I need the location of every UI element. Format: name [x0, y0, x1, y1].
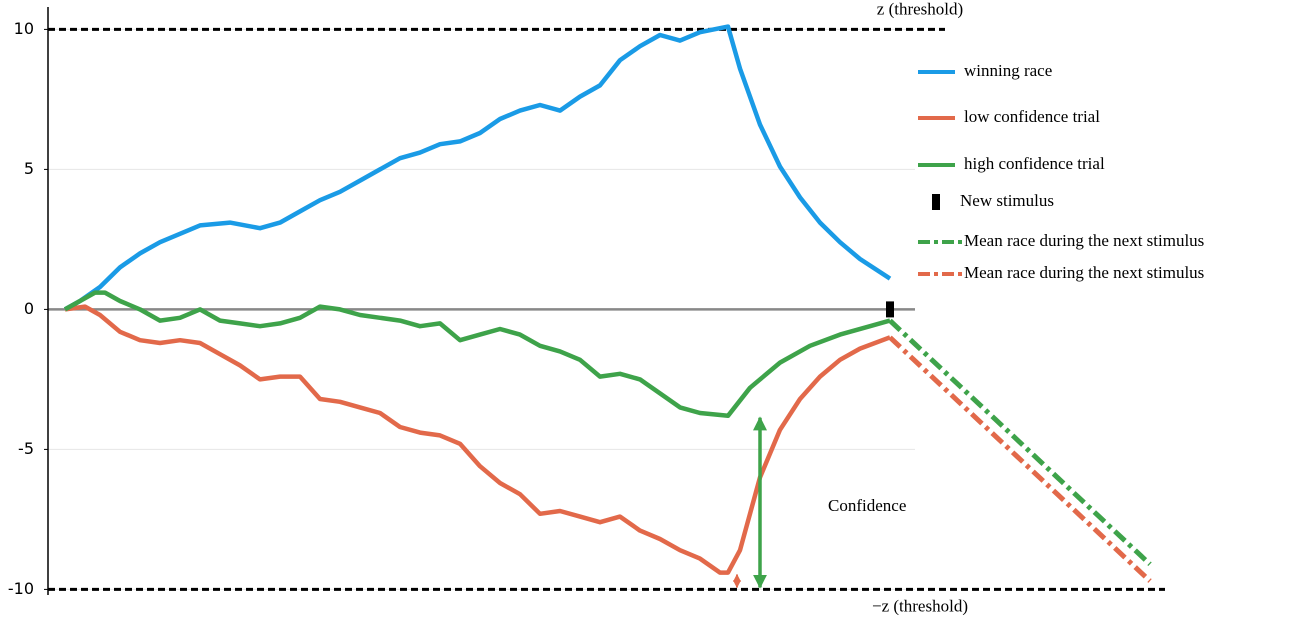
legend-label: New stimulus — [960, 191, 1054, 210]
series-line — [63, 24, 892, 312]
stimulus-marker — [886, 301, 894, 318]
series-line — [63, 290, 891, 419]
y-tick-label: 0 — [24, 299, 34, 318]
series-line — [64, 304, 891, 575]
annotation: Confidence — [828, 496, 906, 515]
legend-label: Mean race during the next stimulus — [964, 231, 1204, 250]
y-tick-label: 5 — [24, 159, 34, 178]
series-line — [888, 335, 1152, 583]
y-tick-label: -5 — [18, 439, 34, 458]
threshold-label: −z (threshold) — [872, 596, 968, 615]
threshold-label: z (threshold) — [877, 0, 963, 18]
series-line — [888, 318, 1152, 567]
legend-label: low confidence trial — [964, 107, 1100, 126]
y-tick-label: 10 — [14, 19, 34, 38]
legend-label: high confidence trial — [964, 154, 1105, 173]
legend-label: winning race — [964, 61, 1052, 80]
legend-swatch — [932, 194, 940, 210]
y-tick-label: -10 — [8, 579, 34, 598]
legend-label: Mean race during the next stimulus — [964, 263, 1204, 282]
